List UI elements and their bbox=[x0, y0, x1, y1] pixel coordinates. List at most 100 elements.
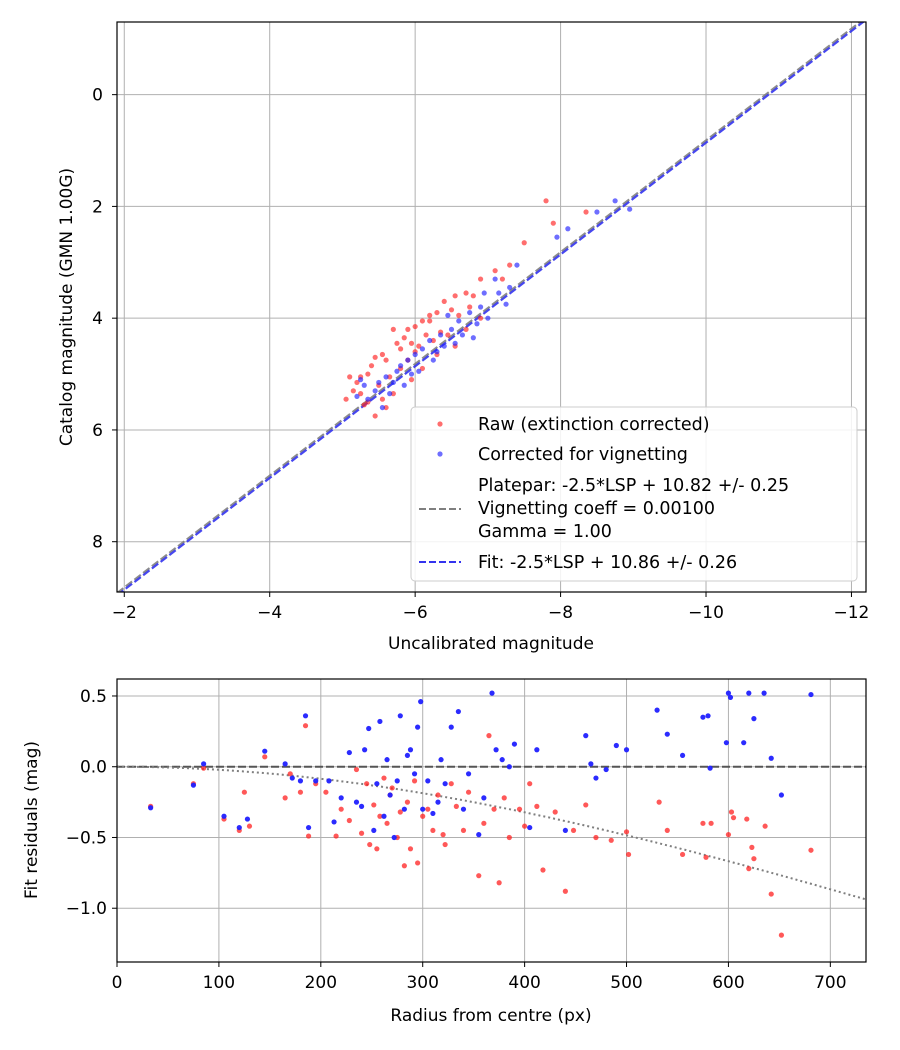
bottom-corrected-point bbox=[366, 725, 372, 732]
legend-fit-label: Fit: -2.5*LSP + 10.86 +/- 0.26 bbox=[478, 553, 737, 573]
top-raw-point bbox=[550, 220, 556, 226]
bottom-x-tick-label: 500 bbox=[610, 973, 642, 993]
top-y-tick-label: 4 bbox=[92, 309, 103, 329]
top-raw-point bbox=[387, 374, 393, 380]
top-corrected-point bbox=[437, 332, 444, 338]
bottom-corrected-point bbox=[613, 742, 619, 749]
bottom-corrected-point bbox=[527, 824, 533, 831]
bottom-corrected-point bbox=[407, 747, 414, 753]
bottom-raw-point bbox=[377, 813, 383, 819]
bottom-corrected-point bbox=[371, 827, 377, 834]
bottom-raw-point bbox=[625, 851, 632, 858]
bottom-corrected-point bbox=[725, 690, 732, 696]
bottom-raw-point bbox=[353, 766, 360, 773]
bottom-raw-point bbox=[486, 733, 492, 739]
legend-platepar-label-3: Gamma = 1.00 bbox=[478, 522, 612, 542]
bottom-raw-point bbox=[397, 809, 403, 815]
top-raw-point bbox=[434, 309, 440, 316]
top-corrected-point bbox=[408, 371, 415, 377]
bottom-corrected-point bbox=[305, 824, 312, 831]
legend-platepar-label-1: Platepar: -2.5*LSP + 10.82 +/- 0.25 bbox=[478, 476, 789, 496]
top-corrected-point bbox=[448, 326, 455, 332]
bottom-raw-point bbox=[708, 820, 714, 826]
top-raw-point bbox=[445, 332, 451, 338]
top-raw-point bbox=[416, 343, 422, 349]
bottom-corrected-point bbox=[476, 832, 482, 838]
top-corrected-point bbox=[390, 379, 396, 386]
bottom-raw-point bbox=[534, 803, 540, 809]
legend-raw-marker bbox=[437, 421, 443, 427]
bottom-corrected-point bbox=[190, 782, 197, 788]
top-y-tick-label: 6 bbox=[92, 421, 103, 441]
bottom-corrected-point bbox=[262, 748, 268, 754]
bottom-raw-point bbox=[746, 866, 752, 872]
top-raw-point bbox=[427, 312, 433, 318]
bottom-raw-point bbox=[262, 754, 268, 760]
bottom-raw-point bbox=[430, 827, 436, 834]
bottom-corrected-point bbox=[331, 819, 337, 825]
bottom-x-tick-label: 700 bbox=[814, 973, 846, 993]
bottom-corrected-point bbox=[394, 778, 400, 784]
bottom-corrected-point bbox=[415, 724, 421, 730]
bottom-raw-point bbox=[491, 806, 497, 812]
bottom-x-tick-label: 200 bbox=[305, 973, 337, 993]
legend-raw-label: Raw (extinction corrected) bbox=[478, 415, 710, 435]
bottom-raw-point bbox=[381, 775, 387, 781]
bottom-corrected-point bbox=[391, 834, 397, 841]
bottom-raw-point bbox=[501, 795, 507, 801]
bottom-corrected-point bbox=[679, 752, 686, 759]
bottom-corrected-point bbox=[313, 778, 319, 784]
bottom-raw-point bbox=[656, 799, 662, 805]
legend-corrected-label: Corrected for vignetting bbox=[478, 445, 688, 465]
top-corrected-point bbox=[430, 357, 436, 363]
bottom-corrected-point bbox=[411, 771, 418, 777]
bottom-raw-point bbox=[411, 778, 418, 784]
bottom-corrected-point bbox=[448, 724, 454, 730]
legend-corrected-marker bbox=[437, 451, 443, 457]
top-corrected-point bbox=[372, 388, 378, 394]
top-raw-point bbox=[379, 351, 386, 358]
top-corrected-point bbox=[398, 363, 404, 369]
bottom-corrected-point bbox=[425, 778, 431, 784]
top-corrected-point bbox=[354, 393, 360, 400]
bottom-corrected-point bbox=[387, 792, 393, 798]
bottom-raw-point bbox=[481, 820, 487, 826]
bottom-corrected-point bbox=[465, 771, 472, 777]
bottom-raw-point bbox=[730, 815, 737, 821]
bottom-corrected-point bbox=[493, 747, 499, 753]
bottom-corrected-point bbox=[430, 810, 436, 817]
bottom-raw-point bbox=[384, 820, 390, 826]
bottom-raw-point bbox=[725, 832, 732, 838]
top-fit-lines bbox=[117, 22, 865, 592]
top-raw-point bbox=[467, 304, 473, 310]
bottom-corrected-point bbox=[654, 707, 660, 713]
bottom-raw-point bbox=[374, 846, 380, 852]
bottom-raw-point bbox=[465, 789, 472, 795]
bottom-corrected-point bbox=[401, 806, 407, 812]
top-raw-point bbox=[463, 290, 469, 296]
top-x-axis-label: Uncalibrated magnitude bbox=[388, 634, 594, 654]
bottom-corrected-point bbox=[593, 775, 599, 781]
top-corrected-point bbox=[412, 351, 418, 358]
top-raw-point bbox=[583, 209, 589, 215]
bottom-corrected-point bbox=[664, 731, 670, 737]
bottom-y-tick-label: 0.5 bbox=[80, 687, 107, 707]
bottom-raw-point bbox=[762, 823, 768, 829]
bottom-corrected-point bbox=[603, 766, 609, 773]
top-corrected-point bbox=[416, 368, 422, 374]
bottom-corrected-point bbox=[588, 761, 594, 767]
bottom-raw-point bbox=[333, 833, 339, 839]
bottom-raw-point bbox=[700, 820, 706, 826]
bottom-raw-point bbox=[728, 809, 735, 815]
top-raw-point bbox=[430, 337, 436, 344]
top-corrected-point bbox=[376, 379, 382, 386]
bottom-raw-point bbox=[305, 833, 312, 839]
bottom-scatter-points bbox=[148, 690, 814, 938]
bottom-raw-point bbox=[506, 834, 512, 841]
top-y-tick-label: 0 bbox=[92, 86, 103, 106]
top-raw-point bbox=[365, 371, 371, 377]
bottom-raw-point bbox=[448, 781, 454, 787]
bottom-raw-point bbox=[778, 932, 785, 938]
top-corrected-point bbox=[565, 226, 571, 232]
top-y-tick-label: 8 bbox=[92, 533, 103, 553]
